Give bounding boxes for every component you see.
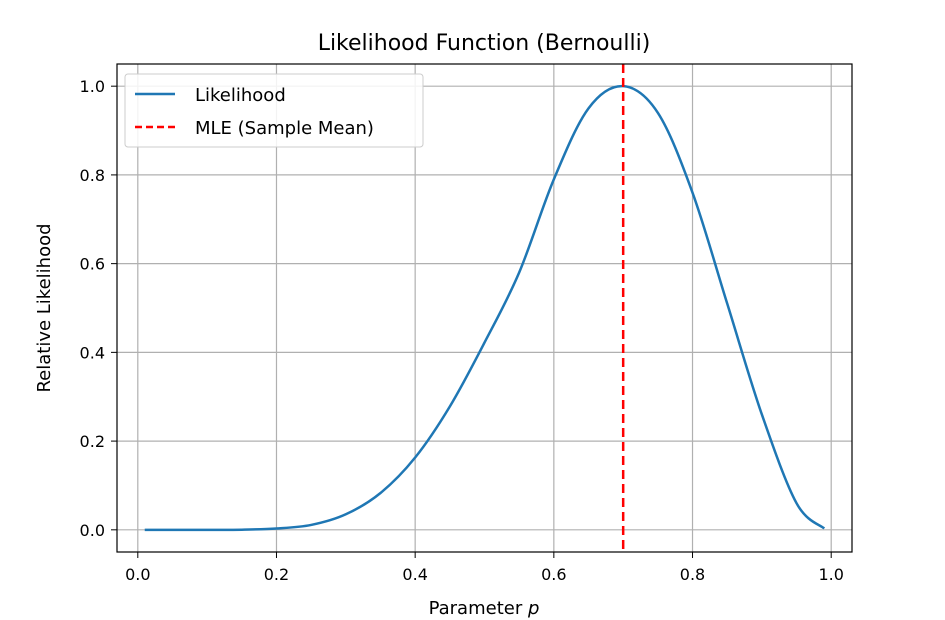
legend-label-mle: MLE (Sample Mean) bbox=[195, 118, 374, 139]
x-tick-label: 0.0 bbox=[125, 565, 150, 584]
x-axis-label-var: p bbox=[527, 598, 539, 619]
x-tick-label: 0.2 bbox=[264, 565, 289, 584]
axes-frame bbox=[116, 63, 853, 553]
x-axis-label: Parameter p bbox=[429, 598, 540, 619]
x-tick-label: 0.6 bbox=[541, 565, 566, 584]
plot-lines bbox=[144, 64, 826, 552]
y-tick-label: 0.4 bbox=[80, 343, 105, 362]
x-tick-label: 0.4 bbox=[402, 565, 427, 584]
x-tick-label: 1.0 bbox=[818, 565, 843, 584]
chart-title: Likelihood Function (Bernoulli) bbox=[318, 31, 651, 56]
likelihood-curve bbox=[144, 84, 826, 532]
legend-box bbox=[124, 73, 424, 148]
legend: Likelihood MLE (Sample Mean) bbox=[124, 73, 424, 148]
x-axis-ticks: 0.0 0.2 0.4 0.6 0.8 1.0 bbox=[125, 552, 844, 584]
y-tick-label: 0.6 bbox=[80, 255, 105, 274]
y-axis-ticks: 0.0 0.2 0.4 0.6 0.8 1.0 bbox=[80, 77, 117, 540]
y-axis-label: Relative Likelihood bbox=[34, 223, 55, 392]
y-tick-label: 1.0 bbox=[80, 77, 105, 96]
y-tick-label: 0.8 bbox=[80, 166, 105, 185]
y-tick-label: 0.2 bbox=[80, 432, 105, 451]
y-tick-label: 0.0 bbox=[80, 521, 105, 540]
x-tick-label: 0.8 bbox=[680, 565, 705, 584]
x-axis-label-text: Parameter bbox=[429, 598, 523, 619]
legend-label-likelihood: Likelihood bbox=[195, 85, 286, 106]
